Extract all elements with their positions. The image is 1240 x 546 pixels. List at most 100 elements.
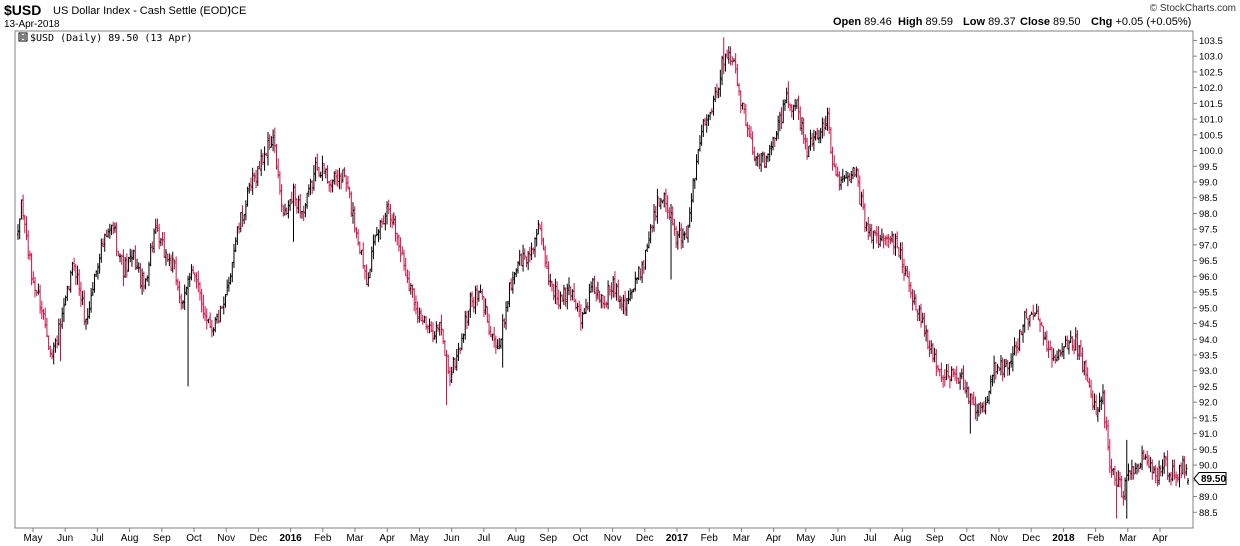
ohlc-bar (974, 396, 977, 420)
ohlc-bar (481, 288, 484, 300)
ohlc-bar (45, 317, 48, 338)
x-tick-label: Mar (1119, 533, 1137, 544)
ohlc-bar (816, 127, 819, 140)
ohlc-bar (76, 265, 79, 285)
legend-label: $USD (Daily) 89.50 (13 Apr) (30, 33, 193, 44)
ohlc-bar (630, 289, 633, 299)
ohlc-bar (25, 216, 28, 241)
x-tick-label: Nov (217, 533, 235, 544)
ohlc-bar (666, 195, 669, 219)
ohlc-bar (828, 107, 831, 134)
ohlc-bar (705, 114, 708, 133)
x-tick-label: Jun (57, 533, 73, 544)
ohlc-bar (834, 163, 837, 177)
ohlc-bar (914, 294, 917, 311)
ohlc-bar (647, 231, 650, 249)
ohlc-bar (170, 254, 173, 271)
ohlc-bar (175, 256, 178, 286)
ohlc-bar (783, 99, 786, 111)
x-axis: May Jun Jul Aug Sep Oct Nov Dec 2016 Feb Mar Apr May… (24, 528, 1168, 544)
ohlc-bar (224, 294, 227, 308)
ohlc-bar (542, 237, 545, 251)
y-tick-label: 96.0 (1199, 272, 1218, 283)
ohlc-bar (280, 184, 283, 212)
ohlc-bar (943, 369, 946, 387)
ohlc-bar (158, 223, 161, 250)
ohlc-bar (1083, 361, 1086, 376)
ohlc-bar (719, 69, 722, 97)
ohlc-bar (544, 245, 547, 268)
ohlc-bar (352, 202, 355, 224)
ohlc-bar (163, 232, 166, 259)
ohlc-bar (333, 171, 336, 185)
ohlc-bar (892, 233, 895, 255)
ohlc-bar (933, 347, 936, 363)
ohlc-bar (1074, 327, 1077, 351)
ohlc-bar (205, 308, 208, 330)
ohlc-bar (584, 298, 587, 315)
ohlc-bar (868, 223, 871, 237)
ohlc-bar (549, 273, 552, 287)
ohlc-bar (632, 288, 635, 293)
ohlc-bar (693, 178, 696, 189)
ohlc-bar (833, 155, 836, 167)
ohlc-bar (323, 163, 326, 175)
ohlc-bar (299, 193, 302, 219)
ohlc-bar (506, 300, 509, 312)
last-price-label: 89.50 (1201, 474, 1226, 485)
ohlc-bar (724, 53, 727, 72)
ohlc-bar (219, 305, 222, 323)
ohlc-bar (802, 117, 805, 144)
ohlc-bar (241, 205, 244, 228)
ohlc-bar (1020, 330, 1023, 336)
ohlc-bar (899, 242, 902, 260)
ohlc-bar (47, 335, 50, 350)
ohlc-bar (396, 232, 399, 246)
ohlc-bar (976, 403, 979, 422)
ohlc-bar (49, 345, 52, 358)
ohlc-bar (1030, 311, 1033, 315)
x-tick-label: May (796, 533, 815, 544)
ohlc-bar (857, 168, 860, 187)
ohlc-bar (619, 295, 622, 309)
ohlc-bar (1042, 325, 1045, 346)
ohlc-bar (127, 256, 130, 272)
ohlc-bar (1124, 477, 1127, 501)
ohlc-bar (518, 249, 521, 266)
ohlc-bar (962, 365, 965, 391)
ohlc-bar (766, 153, 769, 163)
ohlc-bar (556, 281, 559, 305)
ohlc-bar (421, 314, 424, 325)
ohlc-bar (142, 271, 145, 292)
last-price-box (1193, 472, 1227, 485)
y-tick-label: 93.5 (1199, 350, 1218, 361)
ohlc-bar (192, 265, 195, 274)
ohlc-bar (62, 298, 65, 322)
ohlc-bar (539, 224, 542, 230)
ohlc-bar (266, 132, 269, 166)
ohlc-bar (1095, 394, 1098, 416)
ohlc-bar (695, 154, 698, 181)
ohlc-bar (1011, 346, 1014, 372)
x-tick-label: Sep (926, 533, 944, 544)
ohlc-bar (642, 260, 645, 274)
ohlc-bar (999, 355, 1002, 376)
ohlc-bar (717, 87, 720, 99)
ohlc-bar (875, 226, 878, 244)
ohlc-bar (202, 294, 205, 319)
ohlc-bar (1129, 469, 1132, 480)
ohlc-bar (714, 87, 717, 103)
x-tick-label: Dec (636, 533, 654, 544)
ohlc-bar (1176, 473, 1179, 483)
ohlc-bar (1045, 330, 1048, 352)
y-tick-label: 94.0 (1199, 335, 1218, 346)
ohlc-bar (795, 99, 798, 109)
ohlc-bar (479, 284, 482, 294)
ohlc-bar (215, 313, 218, 324)
ohlc-bar (681, 228, 684, 248)
x-tick-label: Jun (444, 533, 460, 544)
ohlc-bar (358, 241, 361, 255)
ohlc-bar (523, 248, 526, 260)
ohlc-bar (840, 176, 843, 190)
